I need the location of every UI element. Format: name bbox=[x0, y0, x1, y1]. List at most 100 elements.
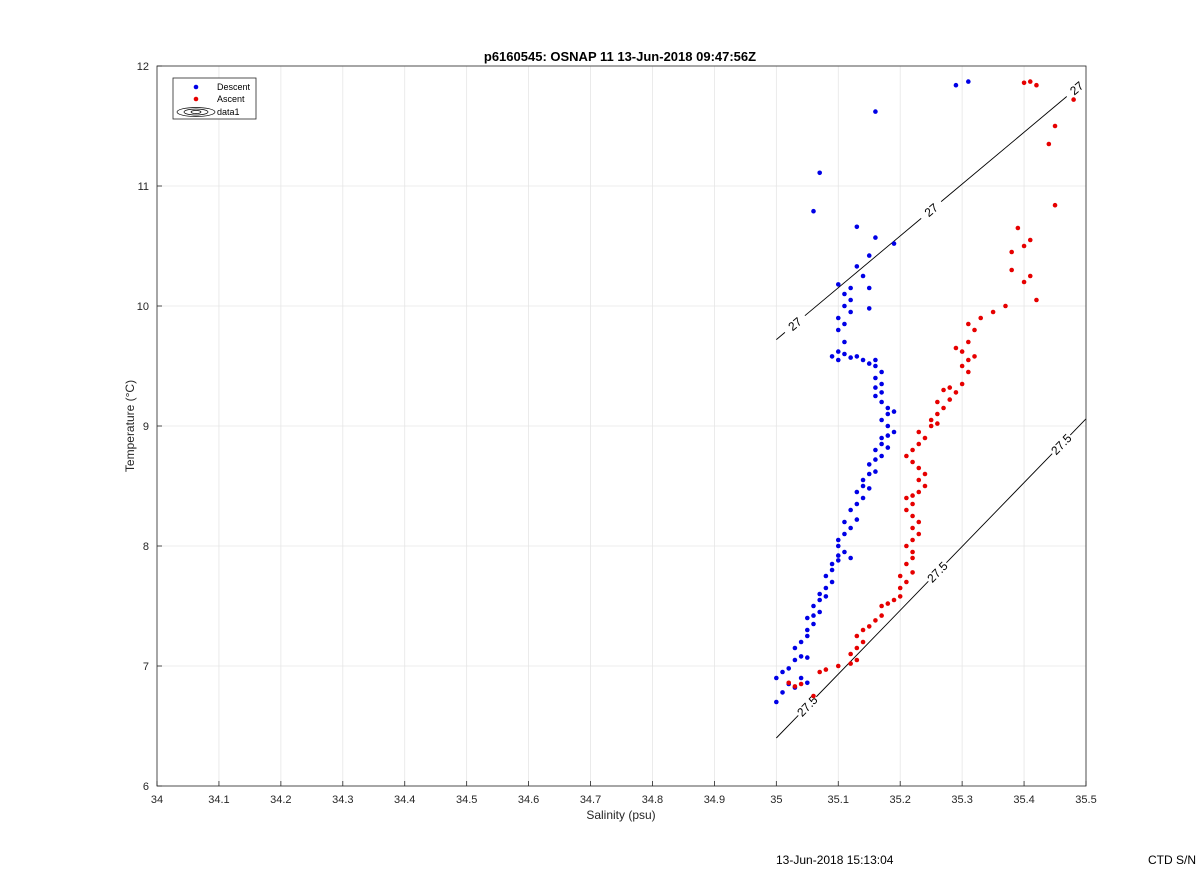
ascent-point bbox=[1003, 303, 1008, 309]
descent-point bbox=[829, 561, 835, 567]
descent-point bbox=[873, 109, 878, 114]
descent-point bbox=[854, 354, 860, 359]
descent-point bbox=[891, 409, 897, 414]
x-tick-label: 35.1 bbox=[828, 794, 849, 806]
ascent-point bbox=[792, 684, 798, 689]
descent-point bbox=[879, 441, 884, 447]
contour-line-27 bbox=[940, 96, 1068, 203]
x-tick-label: 34.2 bbox=[270, 794, 291, 806]
descent-point bbox=[953, 82, 959, 88]
descent-point bbox=[811, 613, 816, 618]
ascent-point bbox=[966, 357, 971, 363]
descent-point bbox=[811, 603, 816, 609]
y-tick-label: 10 bbox=[137, 301, 149, 313]
ascent-point bbox=[916, 441, 922, 447]
descent-point bbox=[805, 615, 810, 621]
x-tick-label: 34.5 bbox=[456, 794, 477, 806]
legend-contour-icon bbox=[176, 107, 216, 117]
ascent-point bbox=[904, 495, 909, 501]
descent-point bbox=[860, 483, 866, 489]
descent-point bbox=[835, 315, 841, 321]
x-tick-label: 34.6 bbox=[518, 794, 539, 806]
ascent-point bbox=[848, 661, 853, 666]
descent-point bbox=[873, 357, 878, 363]
descent-point bbox=[835, 349, 841, 354]
ascent-point bbox=[879, 603, 884, 609]
legend-ascent-marker bbox=[193, 96, 199, 102]
ascent-point bbox=[910, 549, 915, 555]
descent-point bbox=[879, 417, 884, 423]
legend-box bbox=[172, 77, 257, 120]
descent-point bbox=[842, 291, 847, 297]
descent-point bbox=[835, 543, 841, 549]
ascent-point bbox=[916, 429, 922, 435]
descent-point bbox=[885, 445, 891, 450]
legend-descent-label: Descent bbox=[217, 82, 251, 92]
ascent-point bbox=[897, 594, 903, 599]
ascent-point bbox=[910, 459, 915, 465]
descent-point bbox=[805, 655, 810, 660]
ascent-point bbox=[916, 465, 922, 471]
descent-point bbox=[866, 462, 872, 467]
ascent-point bbox=[928, 417, 934, 423]
ascent-point bbox=[1009, 267, 1014, 273]
descent-point bbox=[860, 477, 866, 483]
descent-point bbox=[866, 253, 872, 258]
descent-point bbox=[873, 393, 878, 399]
ascent-point bbox=[879, 613, 884, 618]
descent-point bbox=[817, 609, 822, 615]
descent-point bbox=[848, 525, 853, 531]
ascent-point bbox=[941, 387, 946, 393]
x-tick-label: 35.2 bbox=[889, 794, 910, 806]
descent-point bbox=[829, 354, 835, 359]
ascent-point bbox=[854, 657, 860, 663]
ascent-point bbox=[922, 483, 928, 489]
legend-ascent-label: Ascent bbox=[217, 94, 245, 104]
y-tick-label: 7 bbox=[143, 661, 149, 673]
ascent-point bbox=[1052, 123, 1058, 129]
ascent-point bbox=[811, 693, 816, 699]
ascent-point bbox=[966, 321, 971, 327]
descent-point bbox=[798, 654, 804, 659]
descent-point bbox=[854, 517, 860, 522]
ascent-point bbox=[835, 663, 841, 669]
descent-point bbox=[866, 285, 872, 291]
x-tick-label: 34.4 bbox=[394, 794, 415, 806]
ascent-point bbox=[1027, 273, 1033, 279]
descent-point bbox=[792, 645, 798, 651]
descent-point bbox=[891, 241, 897, 246]
ascent-point bbox=[860, 627, 866, 633]
y-tick-label: 12 bbox=[137, 61, 149, 73]
descent-point bbox=[805, 680, 810, 686]
descent-point bbox=[873, 363, 878, 369]
ascent-point bbox=[910, 570, 915, 575]
y-tick-label: 8 bbox=[143, 541, 149, 553]
footer-serial: CTD S/N bbox=[1148, 853, 1196, 867]
descent-point bbox=[848, 309, 853, 315]
contour-line-27 bbox=[776, 332, 786, 340]
ascent-point bbox=[848, 651, 853, 657]
x-tick-label: 35.4 bbox=[1013, 794, 1034, 806]
descent-point bbox=[879, 369, 884, 375]
ascent-point bbox=[978, 315, 984, 321]
ascent-point bbox=[786, 680, 792, 686]
ascent-point bbox=[860, 639, 866, 645]
ascent-point bbox=[928, 423, 934, 429]
descent-point bbox=[798, 639, 804, 645]
ascent-point bbox=[972, 327, 977, 333]
descent-point bbox=[873, 469, 878, 474]
ascent-point bbox=[798, 681, 804, 687]
x-tick-label: 35 bbox=[770, 794, 782, 806]
x-tick-label: 34.7 bbox=[580, 794, 601, 806]
y-tick-label: 9 bbox=[143, 421, 149, 433]
descent-point bbox=[885, 423, 891, 429]
ascent-point bbox=[910, 537, 915, 543]
descent-point bbox=[873, 457, 878, 462]
ascent-point bbox=[885, 601, 891, 606]
descent-point bbox=[842, 531, 847, 537]
ascent-point bbox=[1034, 82, 1039, 88]
descent-point bbox=[866, 486, 872, 491]
x-tick-label: 34.3 bbox=[332, 794, 353, 806]
